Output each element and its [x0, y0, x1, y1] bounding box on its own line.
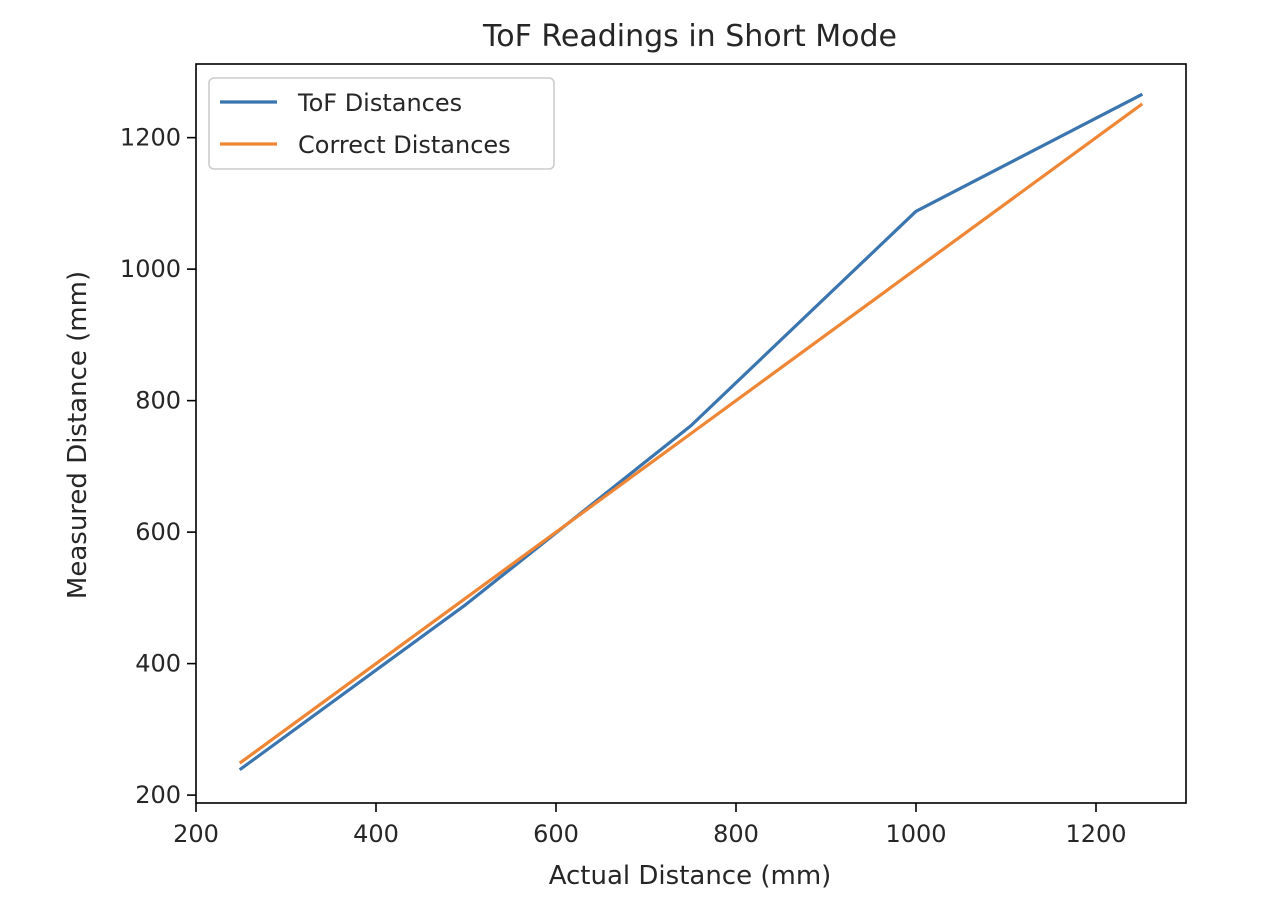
- y-tick-label: 600: [135, 518, 181, 546]
- plot-frame: [195, 63, 1187, 804]
- legend-label-1: ToF Distances: [297, 89, 462, 117]
- y-axis-label: Measured Distance (mm): [63, 271, 93, 599]
- x-axis-label: Actual Distance (mm): [549, 861, 832, 891]
- y-tick-label: 200: [135, 781, 181, 809]
- y-tick-label: 1200: [120, 124, 181, 152]
- legend-label-2: Correct Distances: [298, 131, 511, 159]
- x-tick-label: 1200: [1065, 820, 1126, 848]
- y-tick-label: 1000: [120, 255, 181, 283]
- x-tick-label: 200: [173, 820, 219, 848]
- x-tick-label: 600: [533, 820, 579, 848]
- y-tick-label: 400: [135, 650, 181, 678]
- series-line-2: [238, 102, 1144, 765]
- series-line-1: [238, 92, 1144, 772]
- plot-area: 200 400 600 800 1000 1200 200 400 600 800 1000 1200: [120, 63, 1187, 848]
- chart-title: ToF Readings in Short Mode: [482, 19, 897, 54]
- x-tick-label: 400: [353, 820, 399, 848]
- legend: ToF Distances Correct Distances: [208, 77, 555, 170]
- legend-box: [208, 77, 555, 170]
- y-tick-label: 800: [135, 387, 181, 415]
- x-tick-label: 1000: [885, 820, 946, 848]
- x-tick-label: 800: [713, 820, 759, 848]
